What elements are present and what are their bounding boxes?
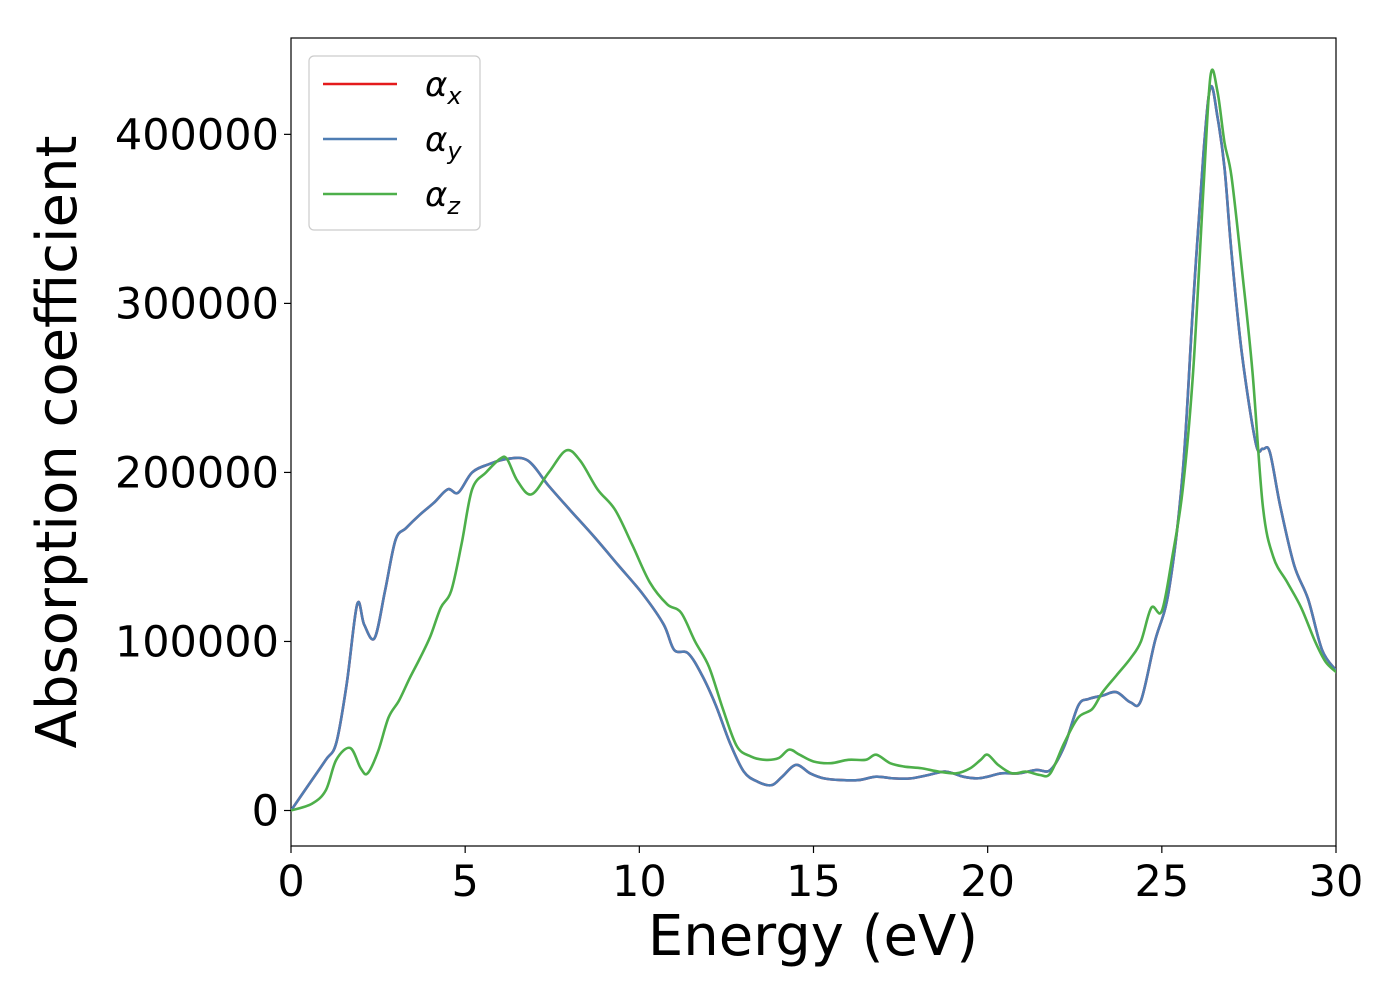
x-tick-label: 0 (277, 857, 304, 907)
legend-label-z: αz (425, 175, 461, 220)
legend: αx αy αz (308, 55, 481, 231)
y-tick-label: 100000 (115, 617, 279, 667)
series-line-z (291, 68, 1336, 812)
x-tick-label: 5 (451, 857, 478, 907)
x-tick-label: 10 (612, 857, 667, 907)
y-tick-label: 300000 (115, 279, 279, 329)
y-axis-ticks: 0 100000 200000 300000 400000 (115, 110, 291, 837)
x-axis-ticks: 0 5 10 15 20 25 30 (277, 846, 1363, 907)
x-axis-title: Energy (eV) (648, 904, 978, 969)
series-layer (291, 68, 1336, 812)
x-tick-label: 30 (1309, 857, 1364, 907)
legend-label-x: αx (425, 65, 462, 110)
x-tick-label: 20 (960, 857, 1015, 907)
y-tick-label: 200000 (115, 448, 279, 498)
y-tick-label: 400000 (115, 110, 279, 160)
legend-frame (308, 55, 481, 231)
x-tick-label: 25 (1134, 857, 1189, 907)
y-axis-title: Absorption coefficient (25, 136, 90, 749)
legend-label-y: αy (425, 120, 462, 165)
y-tick-label: 0 (252, 787, 279, 837)
x-tick-label: 15 (786, 857, 841, 907)
